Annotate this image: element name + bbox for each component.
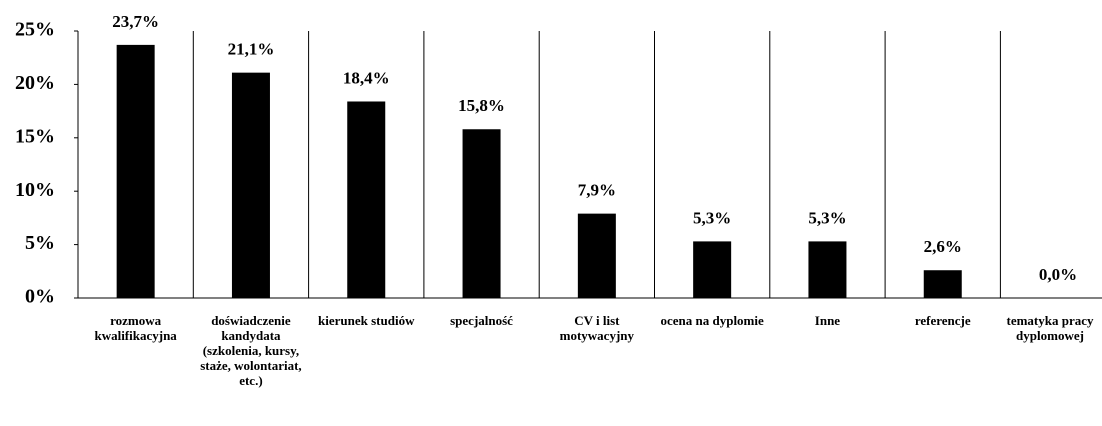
x-tick-label: CV i list motywacyjny [559, 313, 635, 343]
value-label: 21,1% [228, 40, 275, 59]
value-label: 7,9% [578, 181, 616, 200]
y-tick-label: 15% [15, 125, 55, 147]
value-label: 5,3% [808, 208, 846, 227]
value-label: 5,3% [693, 208, 731, 227]
x-tick-label: rozmowa kwalifikacyjna [94, 313, 177, 343]
bar [231, 72, 270, 298]
x-tick-label: specjalność [450, 313, 513, 328]
bar [116, 44, 155, 298]
y-tick-label: 10% [15, 179, 55, 201]
x-tick-label: kierunek studiów [318, 313, 415, 328]
value-label: 2,6% [924, 237, 962, 256]
bar [577, 213, 616, 298]
bar [462, 129, 501, 298]
value-label: 23,7% [112, 12, 159, 31]
bar [347, 101, 386, 298]
y-tick-label: 5% [25, 232, 55, 254]
y-tick-label: 20% [15, 72, 55, 94]
value-label: 15,8% [458, 96, 505, 115]
bar [808, 241, 847, 298]
x-tick-label: doświadczenie kandydata (szkolenia, kurs… [200, 313, 302, 388]
bar [693, 241, 732, 298]
y-tick-label: 25% [15, 19, 55, 41]
y-tick-label: 0% [25, 286, 55, 308]
value-label: 0,0% [1039, 265, 1077, 284]
x-tick-label: tematyka pracy dyplomowej [1006, 313, 1094, 343]
value-label: 18,4% [343, 68, 390, 87]
x-tick-label: Inne [814, 313, 841, 328]
x-tick-label: ocena na dyplomie [660, 313, 764, 328]
x-tick-label: referencje [914, 313, 971, 328]
bar [923, 270, 962, 298]
